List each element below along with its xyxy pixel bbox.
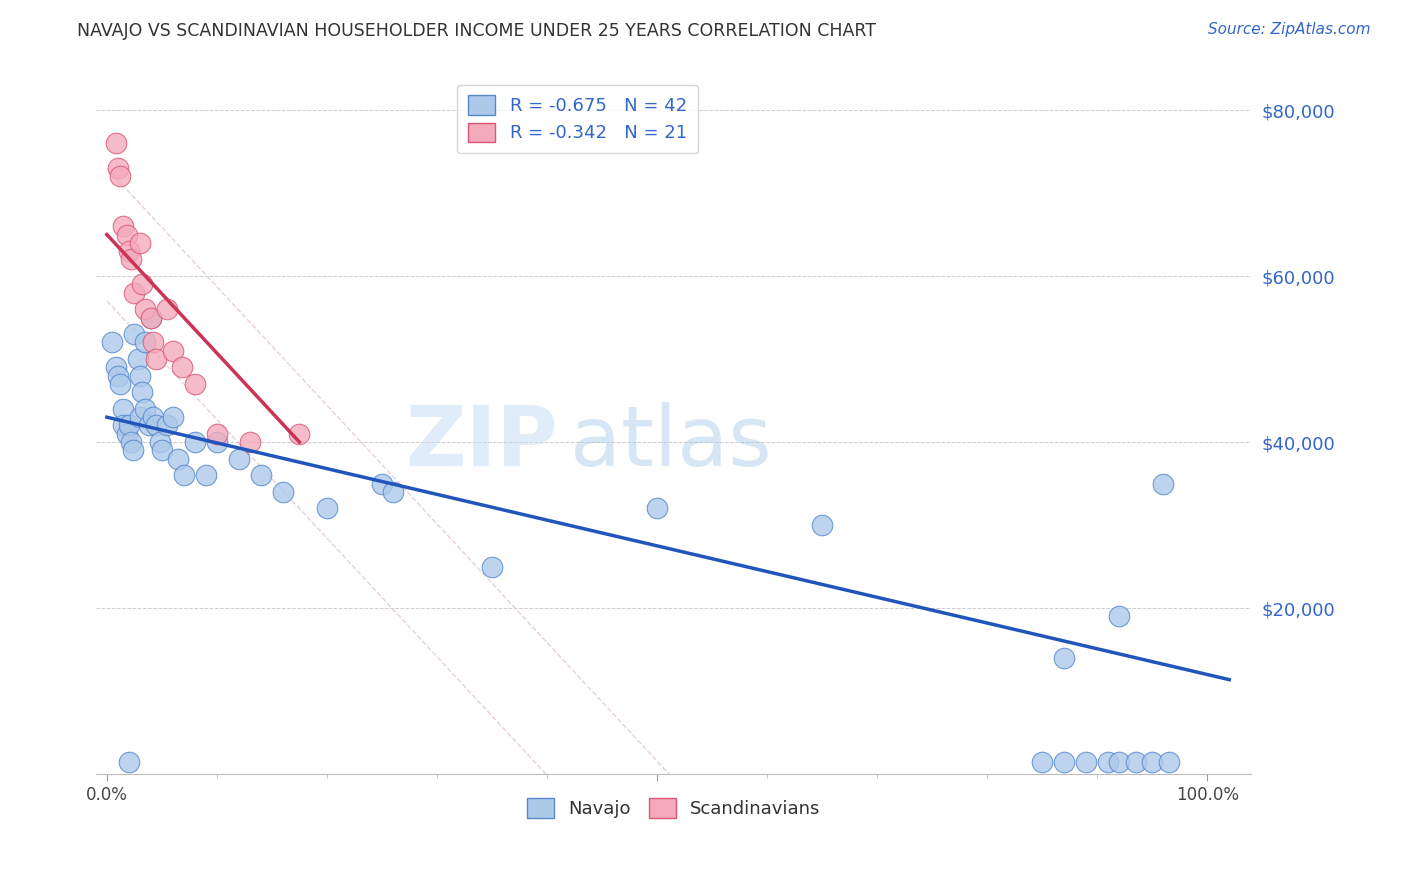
Point: [112, 418, 135, 433]
Point: [139, 310, 162, 325]
Point: [149, 435, 172, 450]
Point: [107, 161, 129, 175]
Point: [271, 484, 294, 499]
Point: [156, 302, 179, 317]
Point: [131, 277, 153, 292]
Point: [134, 335, 156, 350]
Point: [124, 285, 146, 300]
Point: [167, 451, 190, 466]
Point: [1108, 755, 1130, 769]
Point: [371, 476, 394, 491]
Point: [156, 418, 179, 433]
Point: [107, 368, 129, 383]
Legend: Navajo, Scandinavians: Navajo, Scandinavians: [519, 790, 828, 825]
Point: [481, 559, 503, 574]
Point: [184, 435, 207, 450]
Point: [104, 360, 127, 375]
Point: [131, 385, 153, 400]
Point: [104, 136, 127, 151]
Point: [142, 410, 165, 425]
Point: [1108, 609, 1130, 624]
Point: [1125, 755, 1147, 769]
Point: [118, 755, 141, 769]
Point: [120, 435, 142, 450]
Point: [173, 468, 195, 483]
Text: ZIP: ZIP: [405, 402, 558, 483]
Point: [139, 310, 162, 325]
Point: [162, 410, 184, 425]
Point: [239, 435, 262, 450]
Point: [115, 426, 138, 441]
Point: [115, 227, 138, 242]
Point: [205, 435, 228, 450]
Point: [1053, 755, 1076, 769]
Point: [145, 418, 167, 433]
Point: [645, 501, 668, 516]
Point: [145, 352, 167, 367]
Point: [112, 401, 135, 416]
Point: [1097, 755, 1119, 769]
Point: [124, 327, 146, 342]
Point: [150, 443, 173, 458]
Point: [128, 368, 150, 383]
Point: [134, 401, 156, 416]
Point: [112, 219, 135, 234]
Point: [108, 376, 131, 391]
Point: [170, 360, 193, 375]
Text: Source: ZipAtlas.com: Source: ZipAtlas.com: [1208, 22, 1371, 37]
Text: atlas: atlas: [569, 402, 772, 483]
Point: [205, 426, 228, 441]
Point: [128, 235, 150, 250]
Point: [134, 302, 156, 317]
Point: [288, 426, 311, 441]
Point: [122, 443, 145, 458]
Point: [162, 343, 184, 358]
Point: [118, 244, 141, 259]
Point: [138, 418, 160, 433]
Point: [1031, 755, 1053, 769]
Point: [108, 169, 131, 184]
Point: [120, 252, 142, 267]
Point: [118, 418, 141, 433]
Point: [184, 376, 207, 391]
Point: [811, 518, 834, 533]
Point: [1157, 755, 1180, 769]
Point: [381, 484, 404, 499]
Point: [1053, 651, 1076, 665]
Point: [142, 335, 165, 350]
Point: [1076, 755, 1098, 769]
Point: [127, 352, 149, 367]
Point: [128, 410, 150, 425]
Point: [228, 451, 250, 466]
Point: [194, 468, 217, 483]
Point: [316, 501, 339, 516]
Point: [250, 468, 273, 483]
Point: [1142, 755, 1164, 769]
Point: [101, 335, 124, 350]
Text: NAVAJO VS SCANDINAVIAN HOUSEHOLDER INCOME UNDER 25 YEARS CORRELATION CHART: NAVAJO VS SCANDINAVIAN HOUSEHOLDER INCOM…: [77, 22, 876, 40]
Point: [1152, 476, 1174, 491]
